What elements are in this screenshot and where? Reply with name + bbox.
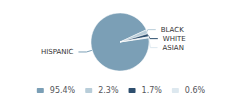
svg-text:2.3%: 2.3% — [98, 86, 119, 95]
svg-text:0.6%: 0.6% — [185, 86, 206, 95]
svg-text:HISPANIC: HISPANIC — [41, 48, 74, 56]
svg-text:WHITE: WHITE — [163, 35, 186, 43]
svg-text:95.4%: 95.4% — [50, 86, 76, 95]
svg-text:ASIAN: ASIAN — [163, 44, 184, 52]
svg-text:BLACK: BLACK — [161, 26, 184, 34]
svg-text:1.7%: 1.7% — [142, 86, 163, 95]
